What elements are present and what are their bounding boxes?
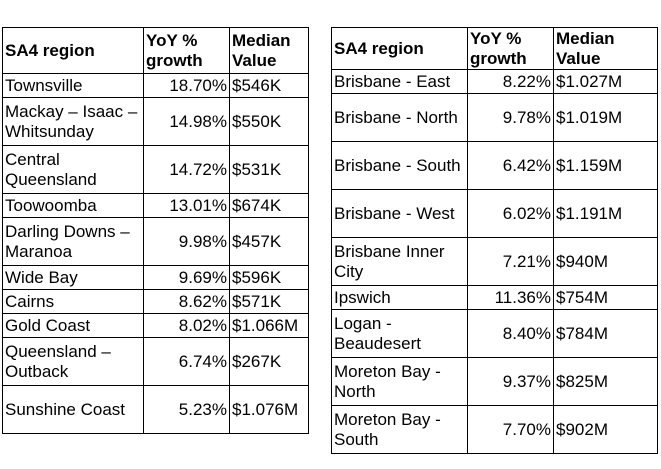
- table-row: Wide Bay 9.69% $596K: [2, 265, 309, 290]
- cell-growth: 8.62%: [143, 289, 230, 314]
- header-median: Median Value: [553, 27, 658, 70]
- header-growth: YoY % growth: [143, 27, 230, 74]
- header-growth: YoY % growth: [467, 27, 554, 70]
- cell-growth: 8.40%: [467, 309, 554, 358]
- cell-median: $531K: [229, 145, 309, 194]
- left-region-table-container: SA4 region YoY % growth Median Value Tow…: [2, 27, 309, 434]
- cell-region: Brisbane - East: [331, 69, 468, 94]
- cell-median: $1.019M: [553, 93, 658, 142]
- cell-median: $940M: [553, 237, 658, 286]
- cell-median: $1.066M: [229, 313, 309, 338]
- cell-median: $754M: [553, 285, 658, 310]
- table-row: Townsville 18.70% $546K: [2, 73, 309, 98]
- cell-growth: 9.37%: [467, 357, 554, 406]
- cell-median: $784M: [553, 309, 658, 358]
- cell-median: $546K: [229, 73, 309, 98]
- table-row: Moreton Bay - South 7.70% $902M: [331, 405, 658, 454]
- cell-median: $550K: [229, 97, 309, 146]
- header-region: SA4 region: [331, 27, 468, 70]
- left-region-table: SA4 region YoY % growth Median Value Tow…: [2, 27, 309, 434]
- cell-growth: 6.74%: [143, 337, 230, 386]
- cell-region: Brisbane Inner City: [331, 237, 468, 286]
- cell-median: $267K: [229, 337, 309, 386]
- cell-median: $1.159M: [553, 141, 658, 190]
- cell-growth: 9.78%: [467, 93, 554, 142]
- cell-region: Wide Bay: [2, 265, 144, 290]
- cell-region: Brisbane - North: [331, 93, 468, 142]
- table-row: Cairns 8.62% $571K: [2, 289, 309, 314]
- table-header-row: SA4 region YoY % growth Median Value: [331, 27, 658, 70]
- cell-median: $902M: [553, 405, 658, 454]
- cell-region: Logan - Beaudesert: [331, 309, 468, 358]
- cell-growth: 8.02%: [143, 313, 230, 338]
- cell-median: $674K: [229, 193, 309, 218]
- table-row: Mackay – Isaac – Whitsunday 14.98% $550K: [2, 97, 309, 146]
- header-median: Median Value: [229, 27, 309, 74]
- right-region-table: SA4 region YoY % growth Median Value Bri…: [331, 27, 658, 454]
- cell-growth: 7.21%: [467, 237, 554, 286]
- cell-growth: 14.72%: [143, 145, 230, 194]
- cell-region: Brisbane - West: [331, 189, 468, 238]
- right-region-table-container: SA4 region YoY % growth Median Value Bri…: [331, 27, 658, 454]
- table-row: Gold Coast 8.02% $1.066M: [2, 313, 309, 338]
- cell-growth: 11.36%: [467, 285, 554, 310]
- table-row: Queensland – Outback 6.74% $267K: [2, 337, 309, 386]
- cell-region: Queensland – Outback: [2, 337, 144, 386]
- cell-median: $571K: [229, 289, 309, 314]
- cell-growth: 7.70%: [467, 405, 554, 454]
- cell-region: Darling Downs – Maranoa: [2, 217, 144, 266]
- table-row: Brisbane - East 8.22% $1.027M: [331, 69, 658, 94]
- cell-region: Mackay – Isaac – Whitsunday: [2, 97, 144, 146]
- cell-region: Central Queensland: [2, 145, 144, 194]
- table-row: Brisbane - North 9.78% $1.019M: [331, 93, 658, 142]
- table-row: Brisbane Inner City 7.21% $940M: [331, 237, 658, 286]
- cell-region: Townsville: [2, 73, 144, 98]
- cell-median: $596K: [229, 265, 309, 290]
- cell-median: $1.027M: [553, 69, 658, 94]
- cell-growth: 6.42%: [467, 141, 554, 190]
- cell-median: $825M: [553, 357, 658, 406]
- table-row: Brisbane - South 6.42% $1.159M: [331, 141, 658, 190]
- table-row: Brisbane - West 6.02% $1.191M: [331, 189, 658, 238]
- header-region: SA4 region: [2, 27, 144, 74]
- cell-median: $1.076M: [229, 385, 309, 434]
- table-row: Central Queensland 14.72% $531K: [2, 145, 309, 194]
- cell-growth: 18.70%: [143, 73, 230, 98]
- cell-growth: 8.22%: [467, 69, 554, 94]
- cell-median: $1.191M: [553, 189, 658, 238]
- cell-region: Sunshine Coast: [2, 385, 144, 434]
- cell-region: Toowoomba: [2, 193, 144, 218]
- table-row: Toowoomba 13.01% $674K: [2, 193, 309, 218]
- cell-region: Moreton Bay - North: [331, 357, 468, 406]
- cell-median: $457K: [229, 217, 309, 266]
- cell-growth: 5.23%: [143, 385, 230, 434]
- cell-growth: 14.98%: [143, 97, 230, 146]
- table-row: Darling Downs – Maranoa 9.98% $457K: [2, 217, 309, 266]
- cell-region: Ipswich: [331, 285, 468, 310]
- cell-growth: 9.69%: [143, 265, 230, 290]
- cell-region: Moreton Bay - South: [331, 405, 468, 454]
- table-row: Logan - Beaudesert 8.40% $784M: [331, 309, 658, 358]
- table-row: Moreton Bay - North 9.37% $825M: [331, 357, 658, 406]
- cell-growth: 13.01%: [143, 193, 230, 218]
- cell-growth: 6.02%: [467, 189, 554, 238]
- table-row: Sunshine Coast 5.23% $1.076M: [2, 385, 309, 434]
- cell-growth: 9.98%: [143, 217, 230, 266]
- cell-region: Brisbane - South: [331, 141, 468, 190]
- cell-region: Gold Coast: [2, 313, 144, 338]
- table-row: Ipswich 11.36% $754M: [331, 285, 658, 310]
- cell-region: Cairns: [2, 289, 144, 314]
- table-header-row: SA4 region YoY % growth Median Value: [2, 27, 309, 74]
